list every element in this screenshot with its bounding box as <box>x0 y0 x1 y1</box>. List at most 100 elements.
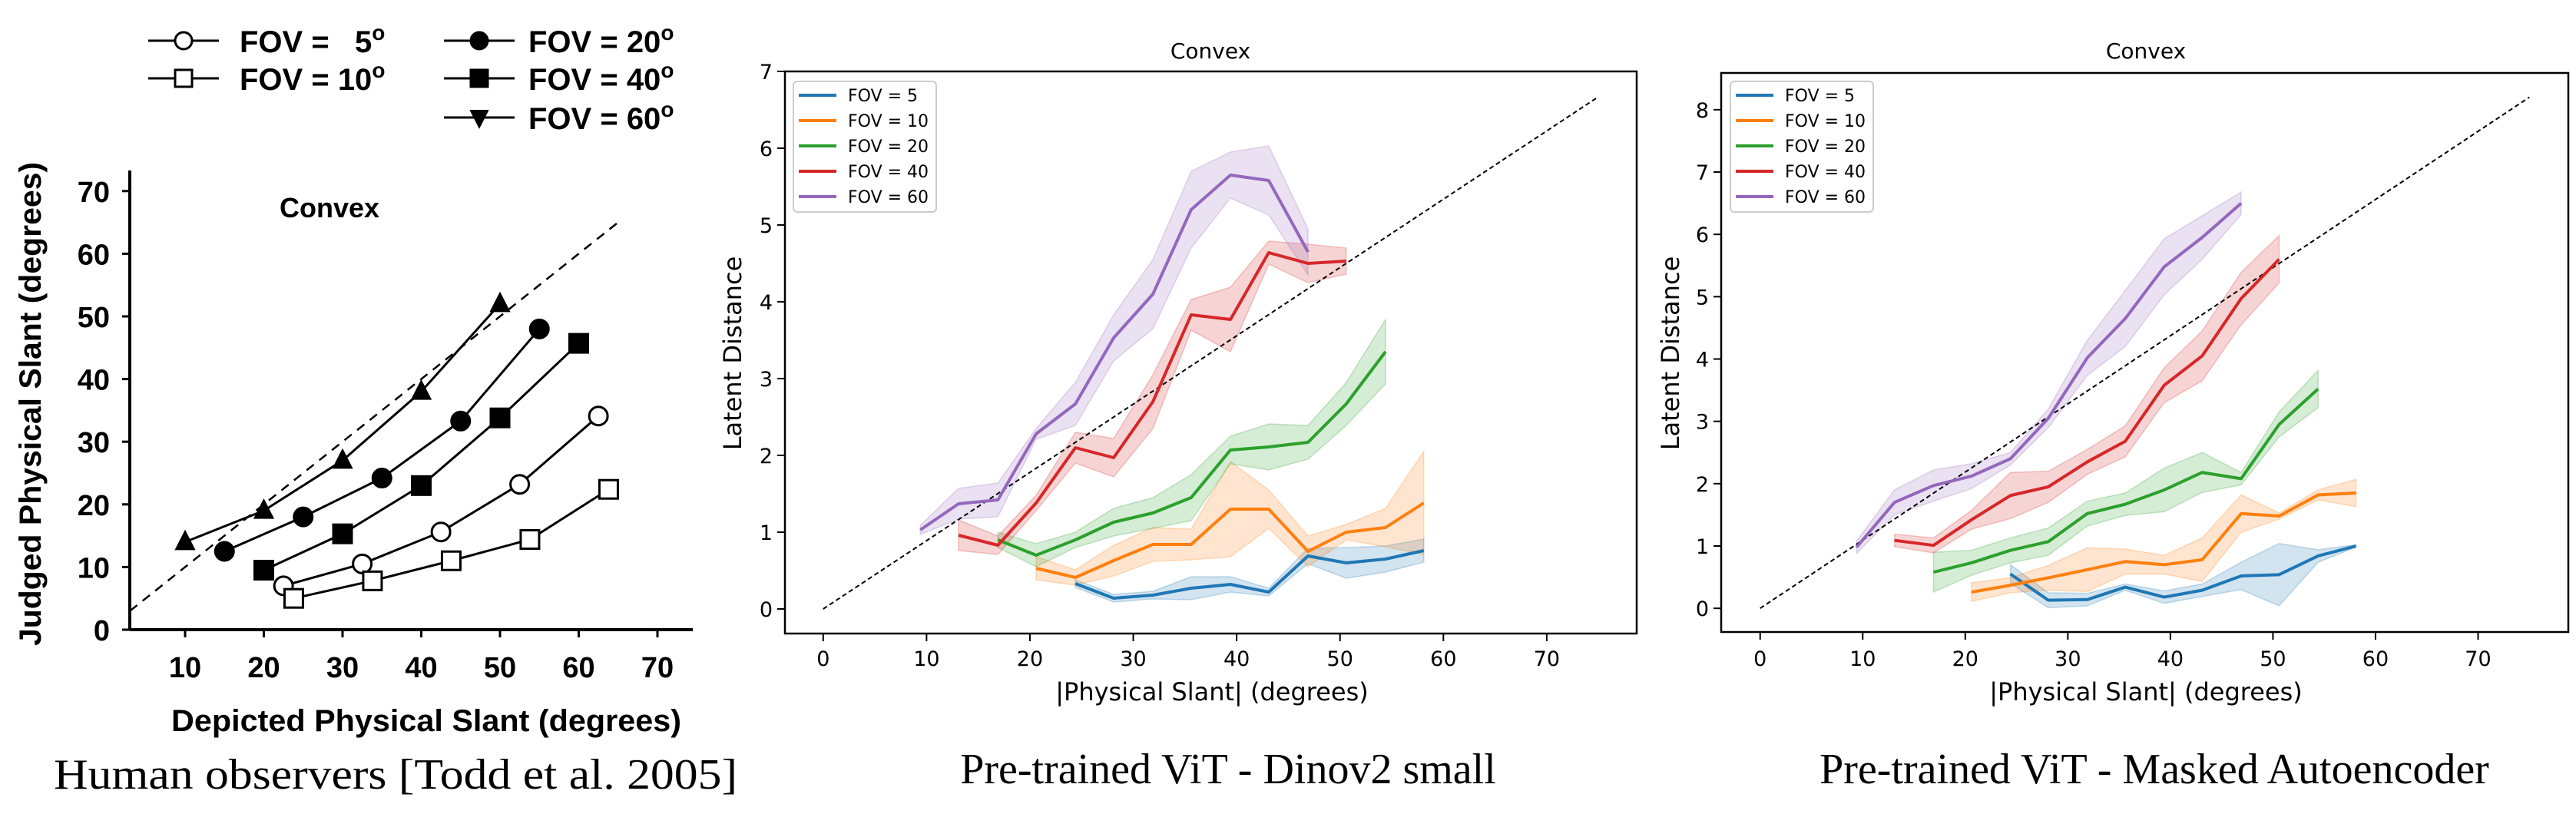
data-point-circle <box>352 553 373 574</box>
legend-label: FOV = 40o <box>528 58 674 97</box>
legend-label: FOV = 60 <box>1785 188 1866 207</box>
y-axis-label: Latent Distance <box>1656 256 1685 451</box>
data-point-triangle <box>174 529 196 551</box>
series-line <box>958 251 1346 547</box>
legend-item: FOV = 60o <box>444 98 674 136</box>
series-line <box>1074 549 1425 600</box>
data-point-square <box>568 333 589 354</box>
data-point-triangle <box>469 110 489 129</box>
degree-symbol: o <box>661 98 674 121</box>
data-point-square <box>332 523 353 544</box>
legend-label: FOV = 40 <box>848 163 929 182</box>
panel-title: Convex <box>280 192 379 223</box>
legend-label: FOV = 20 <box>1785 137 1866 157</box>
legend-item: FOV = 5o <box>148 21 385 59</box>
y-tick-label: 2 <box>760 445 773 468</box>
x-tick-label: 10 <box>913 647 939 671</box>
legend-item: FOV = 20o <box>444 21 674 59</box>
data-point-circle <box>588 405 609 427</box>
x-tick-label: 70 <box>2465 647 2491 671</box>
data-point-square <box>362 570 383 591</box>
data-point-circle <box>430 521 452 543</box>
y-tick-label: 40 <box>78 365 110 397</box>
x-axis-label: |Physical Slant| (degrees) <box>1055 677 1369 706</box>
series-filled-triangle <box>174 291 511 551</box>
x-tick-label: 30 <box>326 652 359 684</box>
data-point-triangle <box>410 379 432 400</box>
panel-human: Convex Depicted Physical Slant (degrees)… <box>14 21 737 799</box>
data-point-circle <box>509 474 531 495</box>
y-tick-label: 4 <box>1696 349 1709 372</box>
data-point-circle <box>371 468 392 489</box>
degree-symbol: o <box>661 58 674 82</box>
y-axis-label: Latent Distance <box>718 256 747 451</box>
x-tick-label: 30 <box>1120 647 1146 671</box>
legend-box <box>793 81 937 213</box>
degree-symbol: o <box>661 21 674 45</box>
x-tick-label: 20 <box>247 652 280 684</box>
legend-label: FOV = 20 <box>848 137 929 157</box>
series-line <box>1971 491 2356 594</box>
series-line <box>1035 501 1425 579</box>
x-tick-label: 50 <box>1327 647 1353 671</box>
confidence-band <box>919 145 1309 536</box>
data-point-circle <box>450 410 472 432</box>
confidence-band <box>1893 234 2280 554</box>
panel-title: Convex <box>1170 38 1250 64</box>
data-point-square <box>174 68 194 88</box>
series-filled-square <box>253 333 589 581</box>
x-tick-label: 10 <box>1849 647 1876 671</box>
identity-reference-line <box>129 221 619 612</box>
y-tick-label: 1 <box>1696 535 1709 559</box>
data-point-square <box>598 478 619 500</box>
confidence-band <box>1074 538 1425 603</box>
y-axis-label: Judged Physical Slant (degrees) <box>14 162 48 646</box>
legend-label: FOV = 5 <box>1785 87 1855 106</box>
data-point-triangle <box>332 448 353 469</box>
data-point-triangle <box>489 291 511 313</box>
degree-symbol: o <box>372 58 385 82</box>
confidence-band <box>1971 478 2357 603</box>
data-point-square <box>411 475 432 496</box>
y-tick-label: 7 <box>760 61 773 84</box>
y-tick-label: 3 <box>760 368 773 392</box>
y-tick-label: 8 <box>1696 99 1709 123</box>
legend: FOV = 5 FOV = 10 FOV = 20 FOV = 40 FOV = 60 <box>793 81 937 213</box>
identity-reference-line <box>1760 96 2530 609</box>
axes-frame <box>1720 71 2570 634</box>
data-point-square <box>283 587 304 609</box>
y-tick-label: 30 <box>78 427 110 459</box>
series-line <box>1855 202 2243 548</box>
x-tick-label: 50 <box>484 652 516 684</box>
y-tick-label: 5 <box>760 214 773 238</box>
x-tick-label: 60 <box>2362 647 2389 671</box>
data-point-circle <box>528 318 550 339</box>
legend-label: FOV = 5 <box>848 87 918 106</box>
y-tick-label: 0 <box>94 615 110 647</box>
y-tick-label: 60 <box>78 239 110 271</box>
x-tick-label: 10 <box>169 652 201 684</box>
y-tick-label: 6 <box>1696 223 1709 247</box>
legend-label: FOV = 60o <box>528 98 674 136</box>
data-point-square <box>440 550 462 571</box>
x-tick-label: 60 <box>562 652 594 684</box>
confidence-band <box>1856 190 2242 555</box>
x-tick-label: 70 <box>1534 647 1560 671</box>
data-point-square <box>519 528 541 550</box>
x-tick-label: 50 <box>2260 647 2286 671</box>
legend: FOV = 5 FOV = 10 FOV = 20 FOV = 40 FOV = 60 <box>1730 81 1874 213</box>
data-point-square <box>489 407 511 429</box>
x-tick-label: 0 <box>816 647 829 671</box>
series-filled-circle <box>214 318 550 562</box>
panel-dinov2: Convex |Physical Slant| (degrees) Latent… <box>718 38 1638 793</box>
data-point-square <box>469 68 489 88</box>
y-tick-label: 1 <box>760 521 773 545</box>
series-line <box>919 174 1310 531</box>
axes-frame <box>783 70 1638 635</box>
y-tick-label: 7 <box>1696 161 1709 185</box>
legend-label: FOV = 40 <box>1785 163 1866 182</box>
data-point-circle <box>293 506 314 528</box>
data-point-circle <box>214 541 235 562</box>
x-tick-label: 20 <box>1017 647 1043 671</box>
